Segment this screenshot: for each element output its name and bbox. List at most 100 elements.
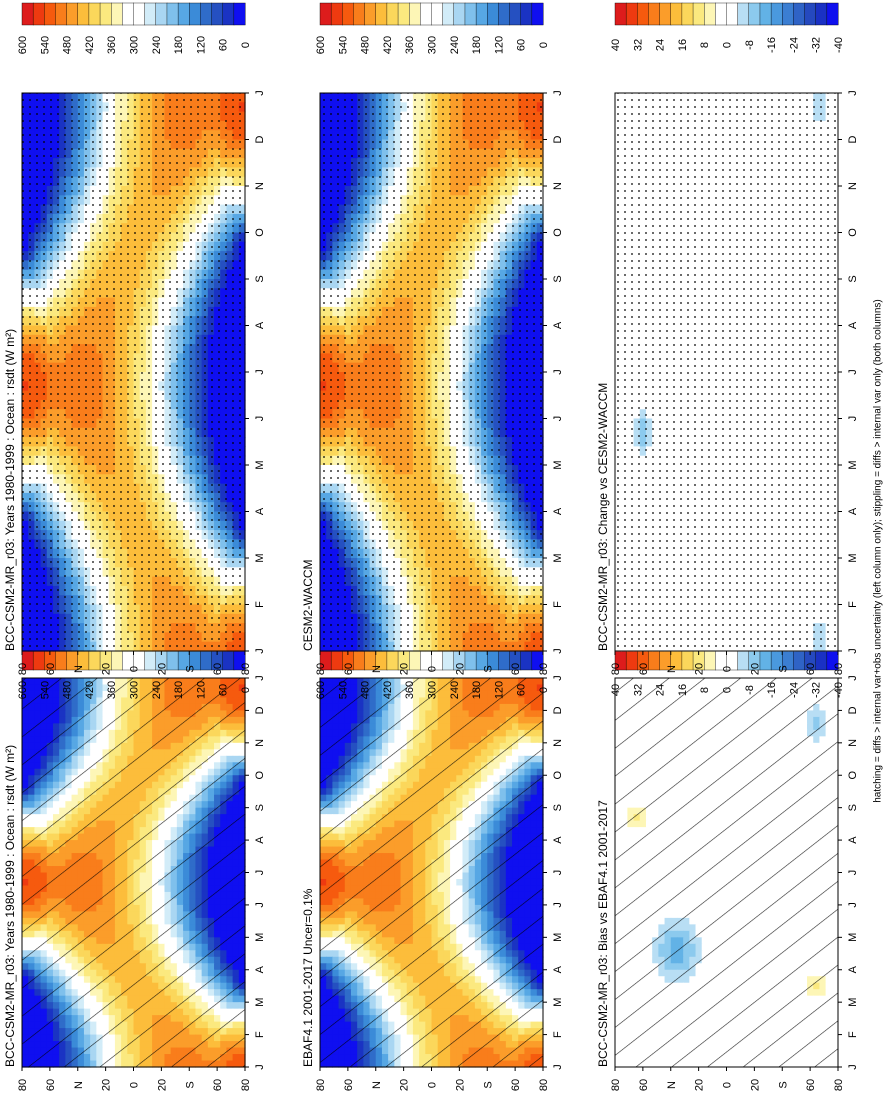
month-label: J [254,369,266,375]
month-label: A [254,321,266,329]
colorbar-tick-label: 600 [17,36,29,54]
latitude-label: S [184,665,196,672]
colorbar-tick-label: 480 [62,681,74,699]
month-label: S [254,804,266,811]
month-label: N [254,739,266,747]
colorbar-tick-label: 240 [151,681,163,699]
month-label: F [254,1031,266,1038]
month-label: M [254,460,266,469]
month-label: J [254,416,266,422]
colorbar-tick-label: 300 [129,36,141,54]
colorbar-swatch [144,2,157,26]
colorbar-tick-label: 180 [173,681,185,699]
latitude-label: 60 [212,663,224,675]
colorbar: 600 540 480 420 360 300 240 180 120 60 0 [17,647,252,699]
latitude-label: 60 [45,663,57,675]
latitude-label: 80 [240,1079,252,1091]
colorbar-swatch [200,2,213,26]
colorbar-tick-label: 540 [39,36,51,54]
colorbar-swatch [211,2,224,26]
latitude-label: 20 [101,663,113,675]
month-label: J [254,90,266,96]
latitude-label: 80 [240,663,252,675]
month-label: A [254,965,266,973]
colorbar-swatch [122,2,134,26]
panel-title: BCC-CSM2-MR_r03: Years 1980-1999 : Ocean… [3,329,17,651]
colorbar-tick-label: 360 [106,681,118,699]
month-label: M [254,933,266,942]
colorbar-swatch [66,2,79,26]
colorbar-tick-label: 120 [195,36,207,54]
latitude-axis: 80 60 N 20 0 20 S 60 80 [17,1067,252,1091]
stippling-overlay [22,93,245,651]
colorbar-swatch [233,2,246,26]
colorbar-swatch [88,2,101,26]
colorbar: 600 540 480 420 360 300 240 180 120 60 0 [17,2,252,54]
latitude-label: 20 [156,663,168,675]
colorbar-swatch [166,2,179,26]
month-label: J [254,870,266,876]
latitude-label: 80 [17,663,29,675]
latitude-label: N [73,665,85,673]
latitude-label: 60 [45,1079,57,1091]
colorbar-tick-label: 60 [218,39,230,51]
month-label: M [254,998,266,1007]
colorbar-tick-label: 120 [195,681,207,699]
month-label: O [254,771,266,780]
month-axis: J F M A M J J A S O N D J [245,675,266,1070]
colorbar-tick-label: 0 [240,42,252,48]
latitude-label: 0 [129,1082,141,1088]
colorbar-swatch [55,2,68,26]
latitude-label: 20 [101,1079,113,1091]
colorbar-tick-label: 420 [84,36,96,54]
month-label: J [254,1064,266,1070]
colorbar-tick-label: 300 [129,681,141,699]
colorbar-swatch [155,2,168,26]
colorbar-swatch [133,2,146,26]
panel-title: BCC-CSM2-MR_r03: Years 1980-1999 : Ocean… [3,745,17,1067]
colorbar-tick-label: 480 [62,36,74,54]
colorbar-tick-label: 360 [106,36,118,54]
latitude-label: N [73,1081,85,1089]
colorbar-tick-label: 60 [218,684,230,696]
latitude-label: 60 [212,1079,224,1091]
colorbar-swatch [21,2,34,26]
month-label: J [254,675,266,681]
latitude-axis: 80 60 N 20 0 20 S 60 80 [17,651,252,675]
month-label: N [254,182,266,190]
colorbar-swatch [177,2,190,26]
colorbar-swatch [189,2,201,26]
month-label: M [254,553,266,562]
colorbar-swatch [99,2,112,26]
month-label: A [254,836,266,844]
colorbar-tick-label: 240 [151,36,163,54]
colorbar-swatch [222,2,235,26]
colorbar-tick-label: 0 [240,687,252,693]
month-label: O [254,228,266,237]
latitude-label: S [184,1081,196,1088]
latitude-label: 0 [129,666,141,672]
month-label: D [254,706,266,714]
month-label: J [254,648,266,654]
hatching-overlay [22,678,245,1067]
colorbar-swatch [44,2,56,26]
month-label: D [254,135,266,143]
month-label: S [254,275,266,282]
month-label: J [254,902,266,908]
latitude-label: 80 [17,1079,29,1091]
month-label: A [254,507,266,515]
colorbar-swatch [110,2,123,26]
month-axis: J F M A M J J A S O N D J [245,90,266,654]
colorbar-tick-label: 540 [39,681,51,699]
colorbar-tick-label: 420 [84,681,96,699]
month-label: F [254,601,266,608]
latitude-label: 20 [156,1079,168,1091]
colorbar-swatch [77,2,90,26]
colorbar-swatch [32,2,45,26]
colorbar-tick-label: 180 [173,36,185,54]
colorbar-tick-label: 600 [17,681,29,699]
